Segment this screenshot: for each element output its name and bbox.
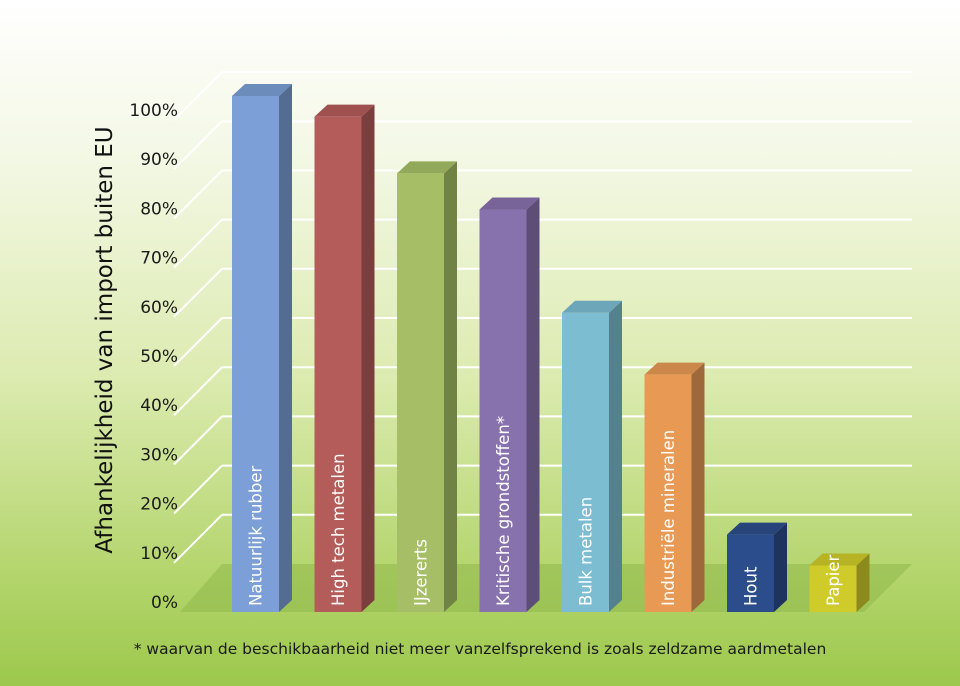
- y-tick-label: 10%: [140, 544, 178, 564]
- y-tick-label: 20%: [140, 495, 178, 515]
- y-tick-label: 40%: [140, 396, 178, 416]
- gridline-slant: [173, 169, 223, 220]
- bar-top: [644, 362, 705, 375]
- y-axis-label: Afhankelijkheid van import buiten EU: [92, 126, 118, 553]
- bar-front: [809, 565, 857, 612]
- bar: Papier: [809, 553, 870, 612]
- bar-top: [727, 522, 787, 535]
- bar-front: [644, 374, 692, 612]
- bar-category-label: Kritische grondstoffen*: [494, 416, 513, 606]
- y-tick-label: 0%: [151, 593, 178, 613]
- gridline-slant: [173, 71, 223, 121]
- y-tick-label: 90%: [140, 150, 178, 170]
- bar-side: [361, 104, 375, 612]
- bar-front: [727, 534, 774, 612]
- gridline-slant: [173, 268, 223, 318]
- bar-front: [314, 116, 362, 612]
- y-tick-label: 30%: [140, 445, 178, 465]
- gridline-slant: [173, 366, 223, 416]
- bar-front: [397, 173, 444, 612]
- y-tick-label: 50%: [140, 347, 178, 367]
- bar-side: [526, 197, 540, 612]
- gridline-slant: [173, 514, 223, 564]
- bar-side: [609, 300, 622, 612]
- bar: IJzererts: [397, 161, 457, 612]
- bar-top: [314, 104, 375, 117]
- bar-top: [562, 300, 622, 313]
- bar-category-label: High tech metalen: [329, 453, 348, 606]
- bar: Bulk metalen: [562, 300, 622, 612]
- bar: Hout: [727, 522, 787, 612]
- bar-top: [397, 161, 457, 174]
- gridline-slant: [173, 464, 223, 515]
- bar-top: [479, 197, 540, 210]
- bar: Kritische grondstoffen*: [479, 197, 540, 612]
- bar-top: [809, 553, 870, 566]
- bar-side: [691, 362, 705, 612]
- y-tick-label: 60%: [140, 298, 178, 318]
- gridline-slant: [173, 317, 223, 367]
- y-tick-label: 100%: [129, 101, 178, 121]
- y-tick-label: 80%: [140, 199, 178, 219]
- bar-category-label: Industriële mineralen: [659, 430, 678, 606]
- bars: Natuurlijk rubber High tech metalen IJzere…: [232, 84, 870, 612]
- gridline-slant: [173, 120, 223, 170]
- bar-front: [479, 209, 527, 612]
- gridline-slant: [173, 218, 223, 269]
- bar-front: [232, 96, 279, 612]
- y-axis-ticks: 0% 10% 20% 30% 40% 50% 60% 70% 80% 90% 100%: [129, 101, 178, 613]
- bar-front: [562, 312, 609, 612]
- bar: Natuurlijk rubber: [232, 84, 292, 612]
- bar-category-label: Bulk metalen: [577, 497, 596, 606]
- chart-footnote: * waarvan de beschikbaarheid niet meer v…: [133, 640, 827, 658]
- bar-side: [774, 522, 787, 612]
- bar: High tech metalen: [314, 104, 375, 612]
- bar-category-label: Hout: [742, 566, 761, 606]
- bar-category-label: IJzererts: [412, 539, 431, 606]
- y-tick-label: 70%: [140, 249, 178, 269]
- bar-top: [232, 84, 292, 96]
- bar-side: [279, 84, 292, 612]
- bar-side: [856, 553, 870, 612]
- bar-category-label: Papier: [824, 554, 843, 606]
- bar-side: [444, 161, 457, 612]
- bar-category-label: Natuurlijk rubber: [247, 465, 266, 606]
- gridline-slant: [173, 415, 223, 466]
- bar: Industriële mineralen: [644, 362, 705, 612]
